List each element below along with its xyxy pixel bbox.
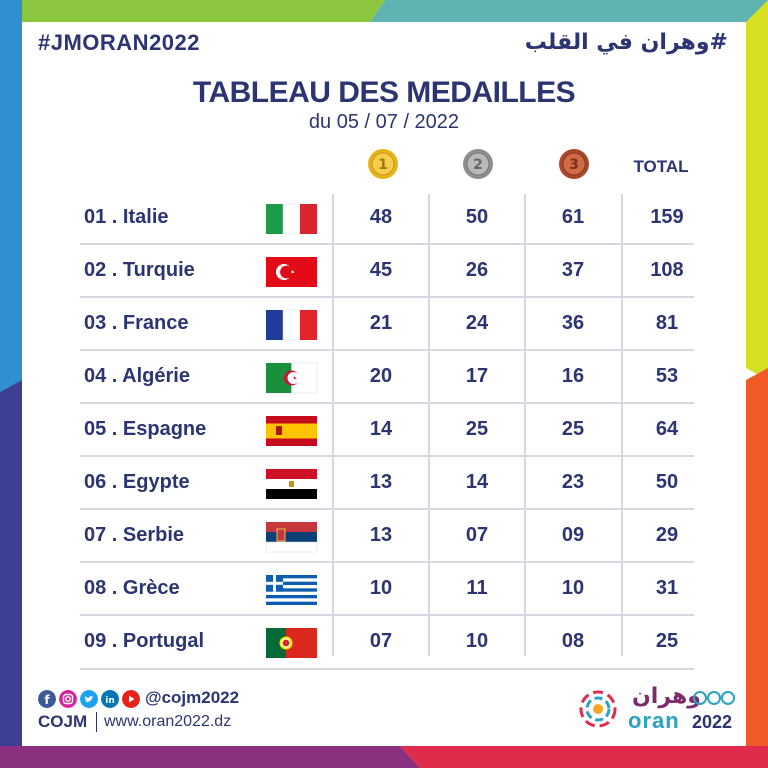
bronze-medal-icon: 3 xyxy=(559,149,589,179)
silver-count: 10 xyxy=(465,630,489,652)
table-row: 08 . Grèce 10 11 10 31 xyxy=(80,563,694,616)
country-name: 05 . Espagne xyxy=(84,418,207,440)
total-count: 53 xyxy=(655,365,679,387)
bronze-count: 08 xyxy=(561,630,585,652)
country-name: 02 . Turquie xyxy=(84,259,195,281)
country-name: 07 . Serbie xyxy=(84,524,185,546)
table-row: 02 . Turquie 45 26 37 108 xyxy=(80,245,694,298)
grid-line xyxy=(428,194,430,656)
total-count: 108 xyxy=(650,259,684,281)
france-flag-icon xyxy=(266,309,317,341)
oran-2022-emblem-icon xyxy=(579,690,617,728)
linkedin-icon[interactable]: in xyxy=(101,690,119,708)
turkey-flag-icon xyxy=(266,257,317,287)
twitter-icon[interactable] xyxy=(80,690,98,708)
table-row: 03 . France 21 24 36 81 xyxy=(80,298,694,351)
total-count: 159 xyxy=(650,206,684,228)
page-title: TABLEAU DES MEDAILLES xyxy=(192,76,576,109)
gold-count: 45 xyxy=(369,259,393,281)
country-name: 03 . France xyxy=(84,312,189,334)
website-link[interactable]: www.oran2022.dz xyxy=(104,713,232,730)
svg-text:f: f xyxy=(44,693,50,707)
bronze-count: 09 xyxy=(561,524,585,546)
gold-count: 13 xyxy=(369,471,393,493)
grid-line xyxy=(524,194,526,656)
total-count: 50 xyxy=(655,471,679,493)
greece-flag-icon xyxy=(266,575,317,605)
logo-year: 2022 xyxy=(692,712,733,732)
country-name: 09 . Portugal xyxy=(84,630,205,652)
silver-count: 07 xyxy=(465,524,489,546)
logo-oran: oran xyxy=(628,708,680,733)
silver-count: 24 xyxy=(465,312,489,334)
divider xyxy=(96,712,97,732)
social-icons: f in xyxy=(38,690,140,708)
table-row: 07 . Serbie 13 07 09 29 xyxy=(80,510,694,563)
gold-count: 48 xyxy=(369,206,393,228)
spain-flag-icon xyxy=(266,416,317,446)
silver-medal-icon: 2 xyxy=(463,149,493,179)
silver-count: 50 xyxy=(465,206,489,228)
grid-line xyxy=(621,194,623,656)
country-name: 04 . Algérie xyxy=(84,365,190,387)
country-name: 08 . Grèce xyxy=(84,577,180,599)
gold-count: 07 xyxy=(369,630,393,652)
svg-text:1: 1 xyxy=(378,157,388,173)
gold-count: 10 xyxy=(369,577,393,599)
youtube-icon[interactable] xyxy=(122,690,140,708)
facebook-icon[interactable]: f xyxy=(38,690,56,708)
gold-medal-icon: 1 xyxy=(368,149,398,179)
bronze-count: 23 xyxy=(561,471,585,493)
table-row: 01 . Italie 48 50 61 159 xyxy=(80,192,694,245)
silver-count: 14 xyxy=(465,471,489,493)
serbia-flag-icon xyxy=(265,522,318,553)
page-subtitle: du 05 / 07 / 2022 xyxy=(308,111,460,133)
total-count: 64 xyxy=(655,418,679,440)
total-count: 25 xyxy=(655,630,679,652)
country-name: 01 . Italie xyxy=(84,206,169,228)
table-row: 09 . Portugal 07 10 08 25 xyxy=(80,616,694,670)
table-row: 06 . Egypte 13 14 23 50 xyxy=(80,457,694,510)
instagram-icon[interactable] xyxy=(59,690,77,708)
svg-text:in: in xyxy=(105,696,115,706)
bronze-count: 61 xyxy=(561,206,585,228)
svg-text:3: 3 xyxy=(569,157,579,173)
org-name: COJM xyxy=(38,712,88,731)
olympic-rings-icon xyxy=(693,691,735,705)
table-row: 04 . Algérie 20 17 16 53 xyxy=(80,351,694,404)
silver-count: 25 xyxy=(465,418,489,440)
medal-table: 01 . Italie 48 50 61 159 02 . Turquie 45… xyxy=(80,192,694,670)
gold-count: 14 xyxy=(369,418,393,440)
total-count: 31 xyxy=(655,577,679,599)
gold-count: 20 xyxy=(369,365,393,387)
social-handle[interactable]: @cojm2022 xyxy=(145,688,240,707)
silver-count: 26 xyxy=(465,259,489,281)
portugal-flag-icon xyxy=(266,628,317,658)
bronze-count: 36 xyxy=(561,312,585,334)
algeria-flag-icon xyxy=(266,362,318,394)
hashtag-arabic: #وهران في القلب xyxy=(524,30,728,55)
egypt-flag-icon xyxy=(266,469,317,499)
italy-flag-icon xyxy=(266,203,317,235)
total-header: TOTAL xyxy=(633,157,689,176)
bronze-count: 10 xyxy=(561,577,585,599)
grid-line xyxy=(332,194,334,656)
bronze-count: 37 xyxy=(561,259,585,281)
gold-count: 13 xyxy=(369,524,393,546)
total-count: 81 xyxy=(655,312,679,334)
table-row: 05 . Espagne 14 25 25 64 xyxy=(80,404,694,457)
hashtag: #JMORAN2022 xyxy=(38,30,201,55)
gold-count: 21 xyxy=(369,312,393,334)
svg-text:2: 2 xyxy=(473,157,483,173)
logo-arabic: وهران xyxy=(632,684,701,709)
bronze-count: 25 xyxy=(561,418,585,440)
silver-count: 11 xyxy=(466,577,488,599)
country-name: 06 . Egypte xyxy=(84,471,190,493)
bronze-count: 16 xyxy=(561,365,585,387)
total-count: 29 xyxy=(655,524,679,546)
silver-count: 17 xyxy=(465,365,489,387)
